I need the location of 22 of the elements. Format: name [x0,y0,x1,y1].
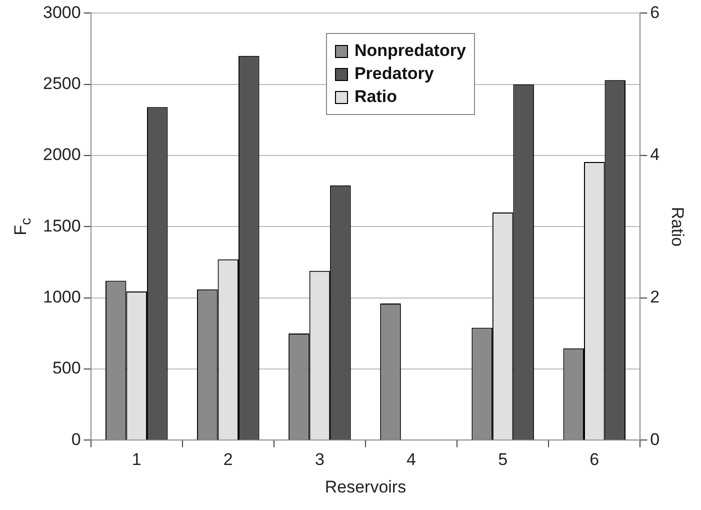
y-tick-label: 0 [71,430,81,449]
legend-label: Ratio [354,87,397,108]
x-tick-label: 1 [132,450,142,470]
y2-axis-title: Ratio [668,206,688,247]
y-tick-label: 1500 [42,216,81,236]
legend-label: Nonpredatory [354,41,466,62]
x-tick-label: 3 [314,450,324,470]
x-tick-label: 4 [406,450,416,470]
x-tick-label: 5 [498,450,508,470]
y2-tick-label: 2 [650,288,660,307]
y-tick-label: 1000 [42,288,81,307]
x-axis-title: Reservoirs [324,477,406,496]
y2-tick-label: 0 [650,430,660,449]
y2-tick-label: 4 [650,145,660,164]
y-tick-label: 2000 [42,145,81,164]
legend-label: Predatory [354,64,434,84]
x-tick-label: 2 [223,450,233,470]
y2-tick-label: 6 [650,2,660,22]
y-tick-label: 500 [52,358,81,378]
x-tick-label: 6 [590,450,600,470]
y-tick-label: 2500 [42,74,81,94]
y-tick-label: 3000 [42,2,81,22]
